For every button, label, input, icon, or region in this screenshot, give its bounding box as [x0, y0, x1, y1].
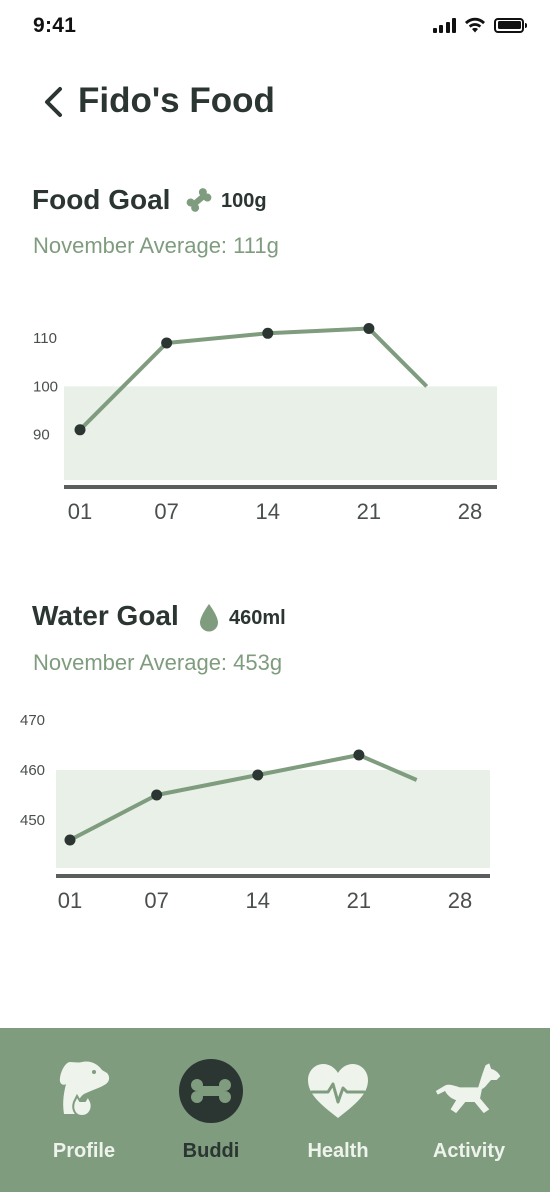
y-tick-label: 90 — [33, 427, 50, 444]
water-chart-svg: 450 460 470 01 07 14 21 28 — [20, 712, 490, 913]
x-tick-label: 28 — [458, 499, 482, 524]
x-tick-label: 01 — [68, 499, 92, 524]
status-icons — [432, 17, 527, 33]
water-average: November Average: 453g — [33, 650, 283, 675]
running-dog-icon — [434, 1056, 504, 1126]
x-tick-label: 21 — [347, 888, 371, 913]
wifi-icon — [465, 17, 485, 33]
page-title: Fido's Food — [78, 81, 275, 120]
bottom-nav: Profile Buddi Health Activity — [0, 1028, 550, 1192]
status-time: 9:41 — [33, 14, 77, 37]
water-drop-icon — [200, 604, 218, 632]
nav-item-profile[interactable]: Profile — [24, 1028, 144, 1192]
nav-label-health: Health — [307, 1140, 369, 1162]
nav-label-activity: Activity — [432, 1140, 506, 1162]
x-tick-label: 07 — [154, 499, 178, 524]
goal-band — [64, 386, 497, 480]
y-tick-label: 470 — [20, 712, 45, 729]
status-bar: 9:41 — [0, 0, 550, 56]
x-tick-label: 21 — [357, 499, 381, 524]
y-tick-label: 110 — [33, 330, 57, 347]
data-point — [353, 749, 365, 761]
battery-icon — [494, 17, 527, 33]
data-point — [74, 424, 86, 436]
data-point — [64, 834, 76, 846]
bone-icon — [186, 188, 212, 212]
pet-profile-icon — [49, 1056, 119, 1126]
back-button[interactable] — [36, 82, 70, 122]
data-point — [151, 789, 163, 801]
water-chart: 450 460 470 01 07 14 21 28 — [0, 700, 550, 920]
food-goal-title: Food Goal — [32, 184, 171, 215]
x-tick-label: 14 — [256, 499, 280, 524]
nav-label-buddi: Buddi — [182, 1140, 240, 1162]
chevron-left-icon — [45, 87, 62, 117]
food-average: November Average: 111g — [33, 233, 279, 258]
data-point — [262, 327, 274, 339]
cellular-signal-icon — [432, 17, 456, 33]
water-goal-title: Water Goal — [32, 600, 179, 631]
nav-label-profile: Profile — [52, 1140, 116, 1162]
goal-band — [56, 770, 490, 868]
food-chart-svg: 90 100 110 01 07 14 21 28 — [33, 322, 497, 524]
nav-item-activity[interactable]: Activity — [409, 1028, 529, 1192]
data-point — [252, 769, 264, 781]
data-point — [161, 337, 173, 349]
x-tick-label: 01 — [58, 888, 82, 913]
y-tick-label: 450 — [20, 812, 45, 829]
x-tick-label: 14 — [246, 888, 270, 913]
x-tick-label: 07 — [144, 888, 168, 913]
y-tick-label: 460 — [20, 762, 45, 779]
bone-icon — [176, 1056, 246, 1126]
heartbeat-icon — [303, 1056, 373, 1126]
data-point — [363, 322, 375, 334]
x-tick-label: 28 — [448, 888, 472, 913]
food-goal-amount: 100g — [221, 190, 267, 212]
water-goal-amount: 460ml — [229, 607, 286, 629]
food-chart: 90 100 110 01 07 14 21 28 — [0, 300, 550, 530]
y-tick-label: 100 — [33, 378, 58, 395]
nav-item-buddi[interactable]: Buddi — [151, 1028, 271, 1192]
nav-item-health[interactable]: Health — [278, 1028, 398, 1192]
